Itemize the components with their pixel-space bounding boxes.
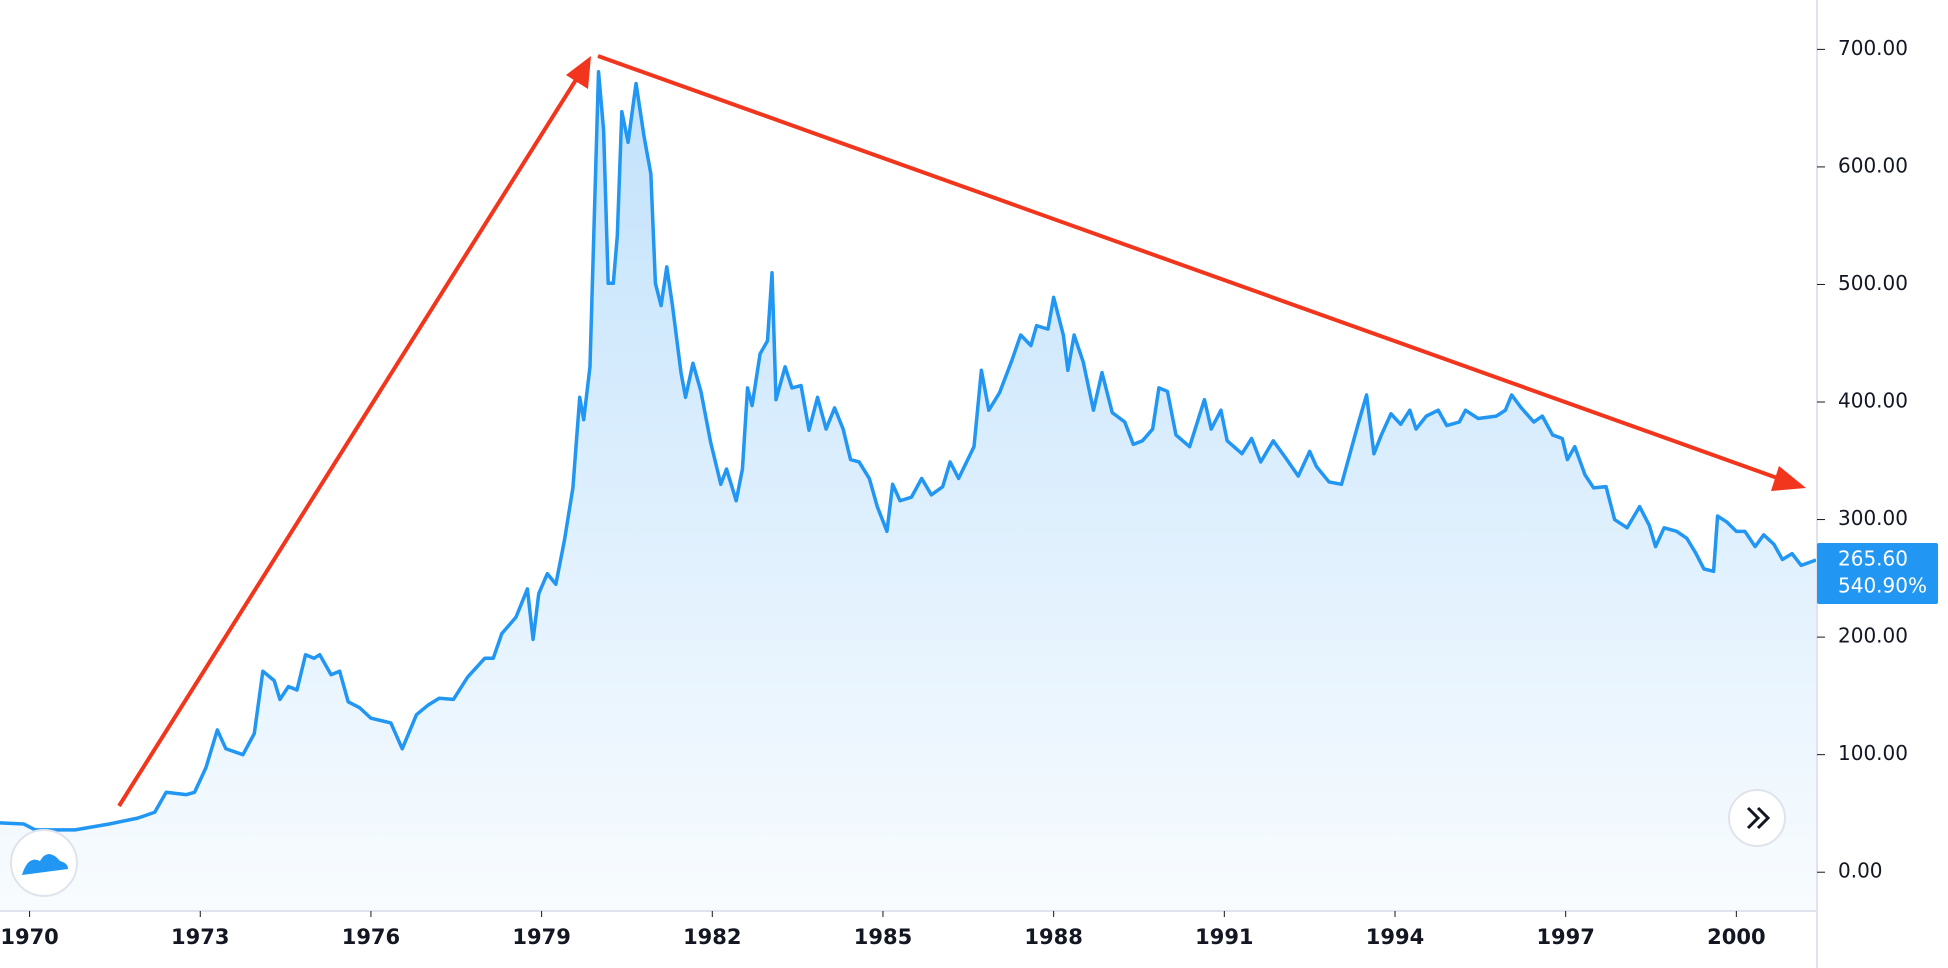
annotation-arrows bbox=[117, 54, 1806, 808]
plot bbox=[0, 69, 1817, 911]
y-tick-label: 300.00 bbox=[1838, 506, 1908, 530]
scroll-icon[interactable] bbox=[1746, 806, 1771, 830]
last-price-box: 265.60 540.90% bbox=[1817, 543, 1938, 605]
logo-icon[interactable] bbox=[22, 854, 68, 875]
x-tick-label: 1994 bbox=[1366, 925, 1424, 949]
rise-arrow bbox=[117, 73, 581, 808]
rise-arrow-head bbox=[566, 56, 591, 89]
y-tick-label: 400.00 bbox=[1838, 389, 1908, 413]
x-tick-label: 1982 bbox=[683, 925, 741, 949]
logo-button[interactable] bbox=[10, 829, 78, 897]
x-tick-label: 2000 bbox=[1707, 925, 1765, 949]
fall-arrow bbox=[597, 54, 1784, 482]
y-tick-label: 200.00 bbox=[1838, 624, 1908, 648]
area-fill bbox=[0, 71, 1816, 911]
x-tick-label: 1991 bbox=[1195, 925, 1253, 949]
y-tick-label: 700.00 bbox=[1838, 36, 1908, 60]
fall-arrow-head bbox=[1771, 466, 1806, 491]
last-price-label: 265.60 bbox=[1838, 547, 1908, 571]
y-tick-label: 500.00 bbox=[1838, 271, 1908, 295]
price-line bbox=[0, 69, 1817, 832]
scroll-button[interactable] bbox=[1728, 789, 1786, 847]
x-tick-label: 1997 bbox=[1536, 925, 1594, 949]
x-tick-label: 1988 bbox=[1024, 925, 1082, 949]
x-tick-label: 1970 bbox=[0, 925, 58, 949]
y-tick-label: 600.00 bbox=[1838, 153, 1908, 177]
change-label: 540.90% bbox=[1838, 574, 1927, 598]
x-tick-label: 1979 bbox=[512, 925, 570, 949]
y-tick-label: 0.00 bbox=[1838, 859, 1883, 883]
last-price-marker bbox=[1817, 543, 1938, 605]
x-tick-label: 1973 bbox=[171, 925, 229, 949]
y-tick-label: 100.00 bbox=[1838, 741, 1908, 765]
x-tick-label: 1985 bbox=[854, 925, 912, 949]
x-tick-label: 1976 bbox=[342, 925, 400, 949]
